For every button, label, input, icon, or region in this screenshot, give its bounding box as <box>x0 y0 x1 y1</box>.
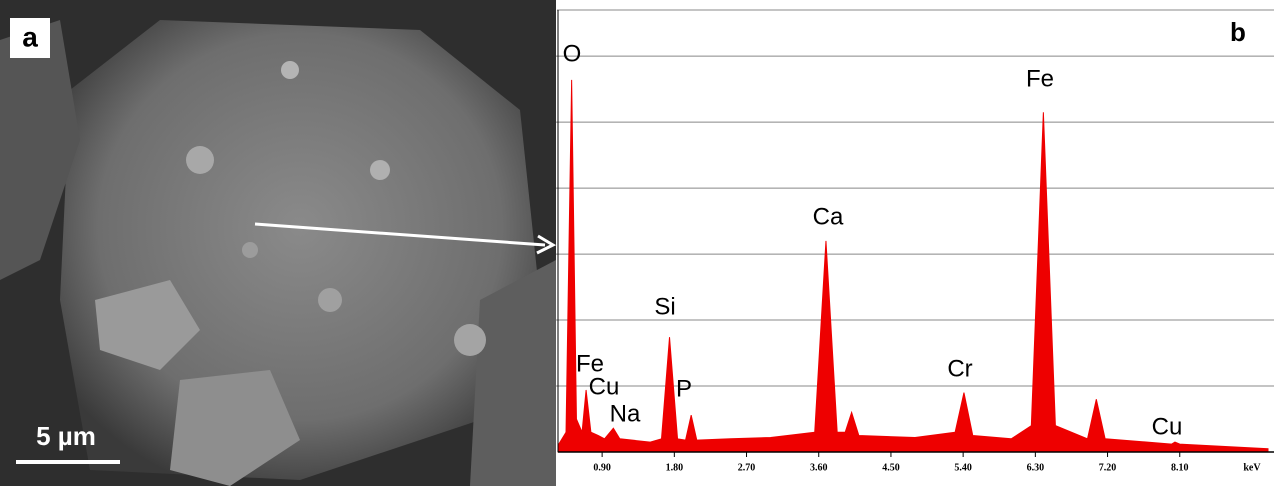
peak-label: Cu <box>589 373 620 400</box>
peak-label: Ca <box>813 203 844 230</box>
sem-image: a 5 µm <box>0 0 556 486</box>
panel-label: b <box>1230 17 1246 47</box>
x-axis-label: keV <box>1243 462 1261 473</box>
figure: a 5 µm b 0.90 1.80 2.70 3.60 4.50 5.40 6.30 7.2… <box>0 0 1274 486</box>
peak-label: Na <box>610 400 641 427</box>
x-tick-label: 1.80 <box>666 462 684 473</box>
x-tick-label: 8.10 <box>1171 462 1189 473</box>
scale-bar-label: 5 µm <box>36 421 96 451</box>
x-tick-label: 0.90 <box>593 462 611 473</box>
x-tick-label: 6.30 <box>1027 462 1045 473</box>
peak-label: Si <box>654 293 675 320</box>
peak-label: P <box>676 375 692 402</box>
panel-label: a <box>22 21 38 52</box>
x-tick-label: 5.40 <box>954 462 972 473</box>
x-tick-label: 3.60 <box>810 462 828 473</box>
x-tick-label: 4.50 <box>882 462 900 473</box>
peak-label: O <box>563 40 582 67</box>
peak-label: Fe <box>1026 65 1054 92</box>
x-tick-label: 7.20 <box>1099 462 1117 473</box>
peak-label: Cr <box>947 355 972 382</box>
x-tick-label: 2.70 <box>738 462 756 473</box>
peak-label: Cu <box>1152 413 1183 440</box>
